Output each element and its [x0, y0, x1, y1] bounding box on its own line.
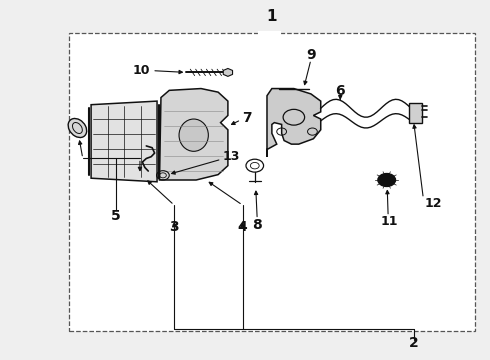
Text: 12: 12: [425, 197, 442, 210]
Text: 11: 11: [380, 215, 398, 228]
Text: 9: 9: [306, 48, 316, 62]
Text: 5: 5: [111, 209, 121, 223]
Text: 4: 4: [238, 220, 247, 234]
Text: 8: 8: [252, 218, 262, 232]
Circle shape: [378, 174, 395, 186]
Bar: [69, 33, 475, 330]
Polygon shape: [91, 101, 157, 182]
Ellipse shape: [179, 119, 208, 151]
Text: 2: 2: [409, 336, 418, 350]
Ellipse shape: [68, 118, 87, 138]
Text: 7: 7: [243, 111, 252, 125]
Polygon shape: [223, 68, 233, 76]
Text: 1: 1: [267, 9, 277, 24]
Polygon shape: [159, 89, 228, 180]
Text: 10: 10: [132, 64, 150, 77]
Bar: [409, 103, 422, 123]
Polygon shape: [267, 89, 321, 157]
Text: 6: 6: [336, 84, 345, 98]
Text: 13: 13: [223, 150, 241, 163]
Text: 3: 3: [170, 220, 179, 234]
